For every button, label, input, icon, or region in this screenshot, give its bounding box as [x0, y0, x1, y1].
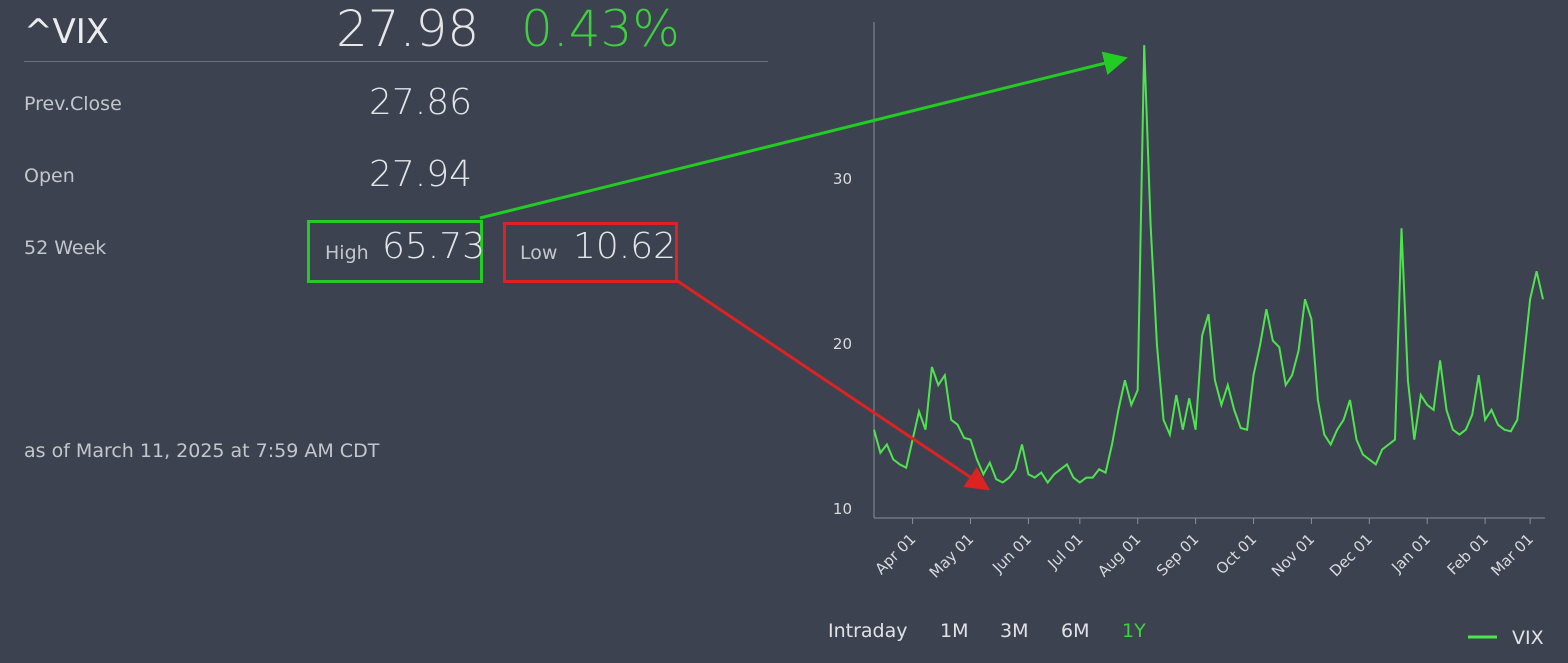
week52-label: 52 Week — [24, 237, 107, 259]
divider — [24, 61, 768, 62]
range-button[interactable]: 1M — [940, 620, 969, 642]
low-arrow — [675, 278, 990, 491]
x-tick-label: Mar 01 — [1487, 530, 1537, 580]
y-tick-label: 10 — [833, 500, 852, 518]
legend-label: VIX — [1512, 627, 1544, 649]
x-tick-label: Apr 01 — [871, 530, 919, 578]
row-value: 27.86 — [368, 82, 472, 123]
low-box — [503, 222, 678, 283]
x-tick-label: Jan 01 — [1387, 530, 1434, 577]
symbol: ^VIX — [24, 12, 110, 52]
as-of: as of March 11, 2025 at 7:59 AM CDT — [24, 440, 380, 462]
x-tick-label: Jul 01 — [1044, 530, 1087, 573]
low-value: 10.62 — [573, 226, 677, 267]
range-button[interactable]: 6M — [1061, 620, 1090, 642]
high-value: 65.73 — [382, 226, 486, 267]
range-button[interactable]: Intraday — [828, 620, 908, 642]
row-label: Prev.Close — [24, 93, 122, 115]
series-line — [873, 45, 1544, 485]
y-tick-label: 30 — [833, 170, 852, 188]
high-box — [307, 220, 483, 283]
x-tick-label: Oct 01 — [1212, 530, 1260, 578]
row-label: Open — [24, 165, 75, 187]
x-tick-label: Dec 01 — [1326, 530, 1376, 580]
x-tick-label: Nov 01 — [1268, 530, 1318, 580]
x-tick-label: May 01 — [926, 530, 978, 582]
range-button[interactable]: 3M — [1000, 620, 1029, 642]
low-label: Low — [520, 242, 558, 264]
range-button[interactable]: 1Y — [1122, 620, 1146, 642]
high-arrow — [479, 51, 1128, 220]
change: 0.43% — [521, 0, 680, 58]
x-tick-label: Sep 01 — [1153, 530, 1203, 580]
y-tick-label: 20 — [833, 335, 852, 353]
x-tick-label: Jun 01 — [988, 530, 1035, 577]
high-label: High — [325, 242, 369, 264]
price: 27.98 — [336, 0, 480, 58]
x-tick-label: Aug 01 — [1094, 530, 1144, 580]
x-tick-label: Feb 01 — [1444, 530, 1492, 578]
row-value: 27.94 — [368, 154, 472, 195]
